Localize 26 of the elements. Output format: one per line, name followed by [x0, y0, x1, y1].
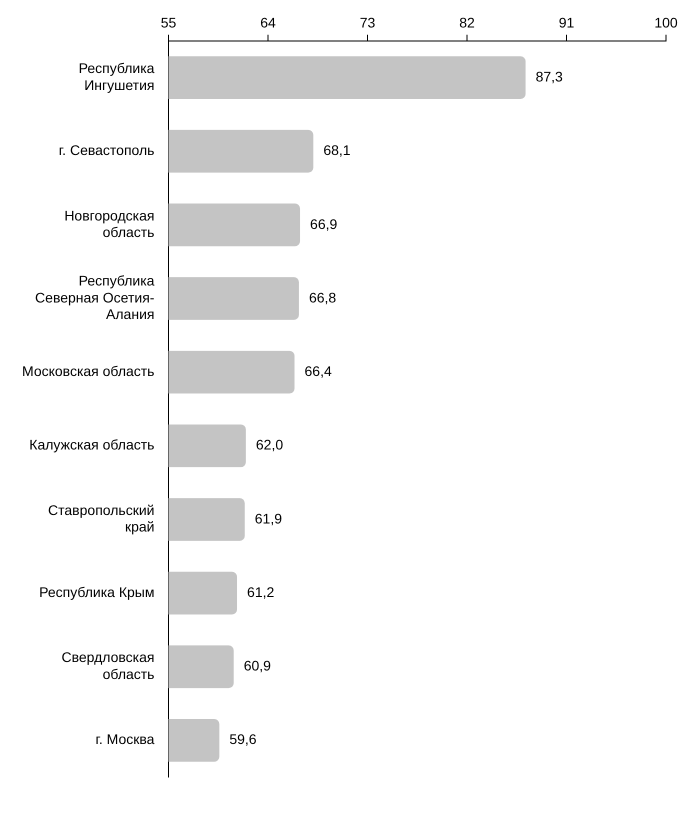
y-tick-label: Республика Крым — [39, 584, 154, 600]
data-label: 62,0 — [256, 436, 284, 453]
data-label: 66,9 — [310, 216, 338, 232]
data-label: 59,6 — [229, 731, 257, 748]
y-tick-label: Московская область — [22, 363, 154, 380]
y-tick-label: г. Москва — [95, 731, 155, 748]
x-tick-label: 91 — [558, 14, 574, 30]
y-tick-label: Калужская область — [29, 436, 154, 453]
x-tick-label: 55 — [160, 14, 176, 30]
y-tick-label: Ставропольский край — [48, 502, 154, 535]
data-label: 66,4 — [304, 363, 332, 380]
y-tick-label: г. Севастополь — [58, 142, 154, 158]
x-tick-label: 73 — [360, 14, 376, 30]
data-label: 87,3 — [536, 68, 564, 84]
y-tick-label: Новгородская область — [64, 207, 154, 240]
data-label: 66,8 — [308, 289, 336, 306]
data-label: 61,9 — [254, 510, 282, 526]
y-tick-label: Республика Северная Осетия-Алания — [35, 272, 155, 322]
data-label: 68,1 — [323, 142, 351, 158]
y-tick-label: Свердловская область — [61, 649, 154, 682]
data-label: 61,2 — [247, 584, 274, 600]
x-tick-label: 100 — [654, 14, 678, 30]
x-tick-label: 82 — [459, 14, 475, 30]
data-label: 60,9 — [244, 658, 272, 674]
y-tick-label: Республика Ингушетия — [78, 60, 155, 93]
x-tick-label: 64 — [260, 14, 276, 30]
